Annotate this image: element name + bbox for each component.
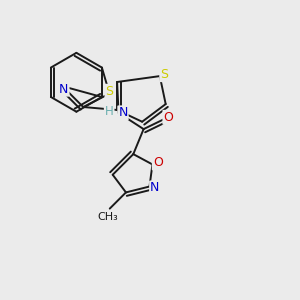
Text: S: S <box>160 68 168 81</box>
Text: O: O <box>153 157 163 169</box>
Text: S: S <box>106 85 113 98</box>
Text: N: N <box>150 182 160 194</box>
Text: H: H <box>105 105 113 118</box>
Text: CH₃: CH₃ <box>97 212 118 222</box>
Text: N: N <box>59 82 69 96</box>
Text: N: N <box>118 106 128 119</box>
Text: O: O <box>164 111 173 124</box>
